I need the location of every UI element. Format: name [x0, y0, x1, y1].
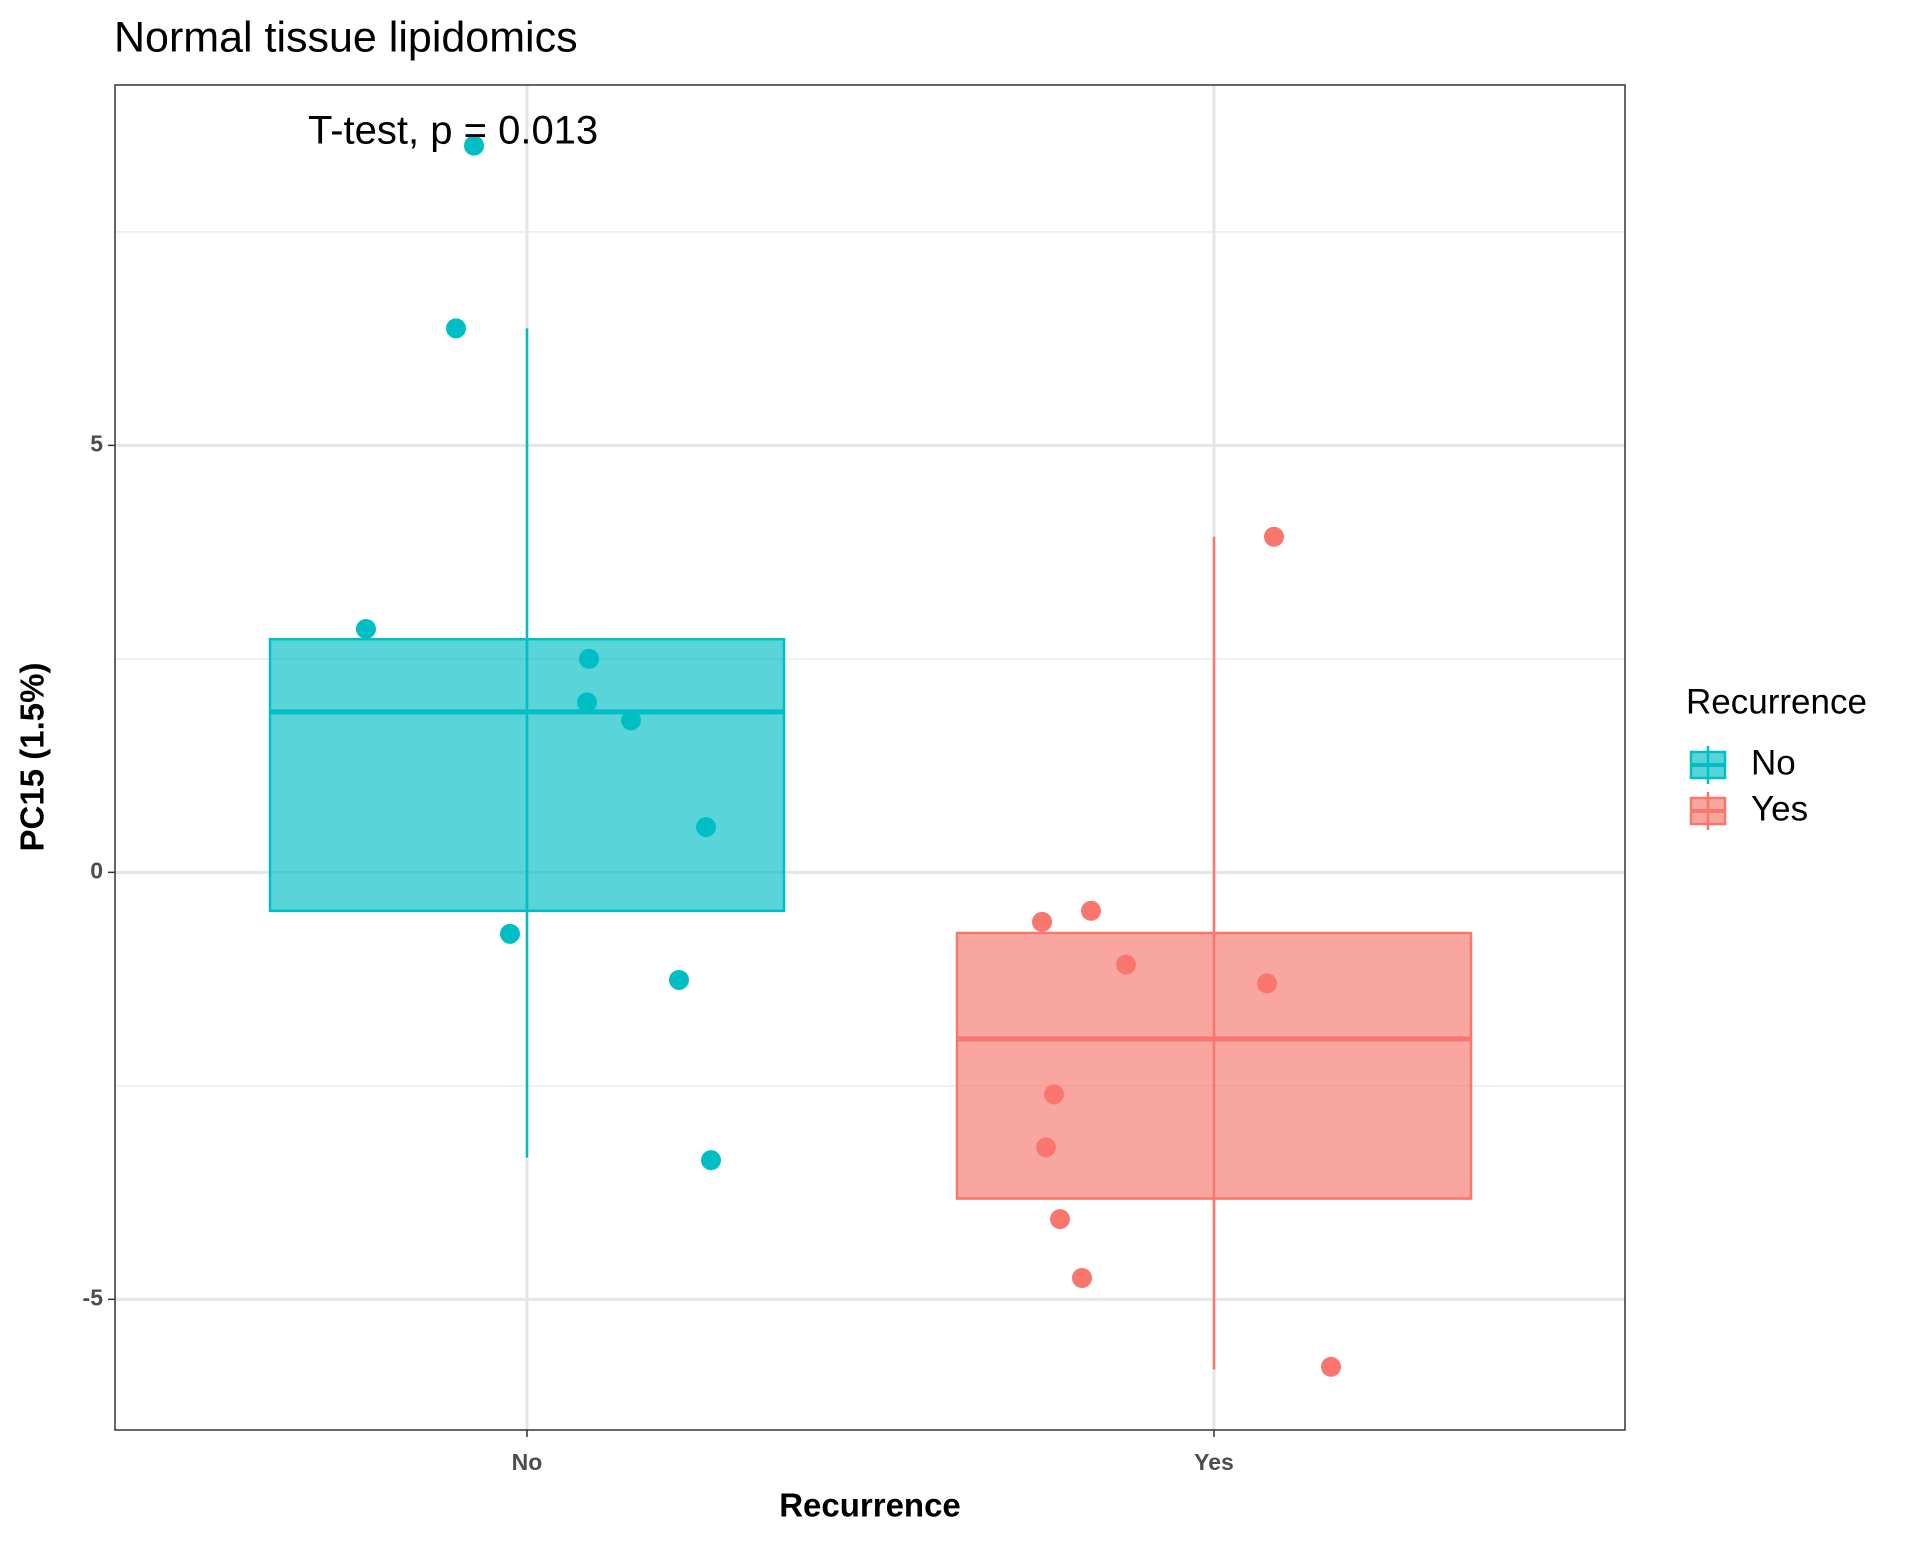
annotation: T-test, p = 0.013: [308, 109, 598, 153]
box: [268, 637, 786, 913]
point: [1264, 526, 1284, 547]
y-tick-label: -5: [83, 1284, 104, 1310]
x-axis-title: Recurrence: [779, 1487, 961, 1524]
point: [696, 817, 716, 838]
point: [1257, 973, 1277, 994]
point: [1072, 1267, 1092, 1288]
point: [356, 618, 376, 639]
y-tick-label: 0: [90, 857, 103, 883]
point: [577, 692, 597, 713]
legend-label: Yes: [1751, 789, 1808, 828]
point: [1032, 911, 1052, 932]
x-tick-label: Yes: [1194, 1449, 1234, 1475]
point: [1050, 1209, 1070, 1230]
point: [621, 710, 641, 731]
point: [1081, 900, 1101, 921]
point: [701, 1150, 721, 1171]
point: [1036, 1137, 1056, 1158]
legend-title: Recurrence: [1686, 682, 1867, 721]
y-tick-label: 5: [90, 430, 103, 456]
point: [464, 135, 484, 156]
box: [955, 931, 1473, 1200]
chart-title: Normal tissue lipidomics: [114, 13, 578, 61]
y-axis-title: PC15 (1.5%): [14, 663, 51, 852]
point: [446, 318, 466, 339]
plot-border: [114, 84, 1626, 1431]
legend-label: No: [1751, 743, 1796, 782]
point: [1321, 1356, 1341, 1377]
point: [579, 648, 599, 669]
point: [1044, 1084, 1064, 1105]
point: [669, 969, 689, 990]
x-tick-label: No: [512, 1449, 543, 1475]
point: [1116, 954, 1136, 975]
point: [500, 923, 520, 944]
